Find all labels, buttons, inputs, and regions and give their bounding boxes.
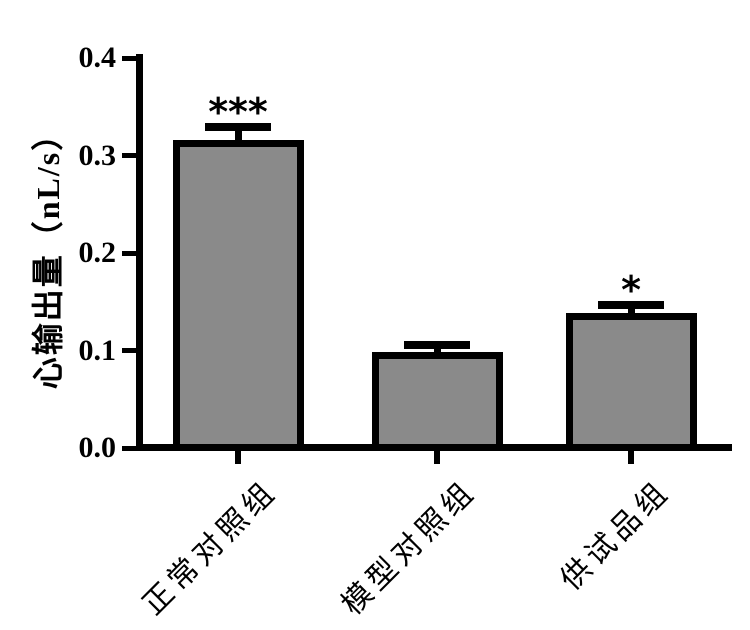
- x-category-label: 正常对照组: [136, 474, 284, 622]
- x-category-label: 供试品组: [554, 474, 677, 597]
- x-tick-mark: [434, 451, 440, 464]
- x-tick-mark: [628, 451, 634, 464]
- bar: [371, 352, 503, 451]
- y-tick-mark: [122, 153, 136, 158]
- error-bar-stem: [433, 344, 441, 357]
- x-category-label: 模型对照组: [335, 474, 483, 622]
- error-bar-cap: [404, 340, 470, 349]
- bar: [565, 313, 697, 451]
- x-tick-mark: [235, 451, 241, 464]
- y-tick-mark: [122, 348, 136, 353]
- y-tick-label: 0.3: [78, 138, 117, 172]
- error-bar-stem: [234, 127, 242, 144]
- error-bar-cap: [205, 123, 271, 132]
- error-bar-stem: [627, 304, 635, 318]
- y-tick-mark: [122, 250, 136, 256]
- y-tick-mark: [122, 445, 136, 451]
- error-bar-cap: [598, 300, 664, 309]
- significance-marker: *: [621, 267, 641, 312]
- y-tick-label: 0.2: [78, 236, 117, 269]
- y-tick-label: 0.4: [78, 41, 117, 74]
- y-axis-line: [136, 54, 143, 451]
- y-tick-label: 0.1: [78, 333, 117, 367]
- y-tick-label: 0.0: [78, 431, 117, 464]
- bar: [172, 139, 304, 451]
- y-tick-mark: [122, 55, 136, 61]
- significance-marker: ***: [208, 90, 268, 135]
